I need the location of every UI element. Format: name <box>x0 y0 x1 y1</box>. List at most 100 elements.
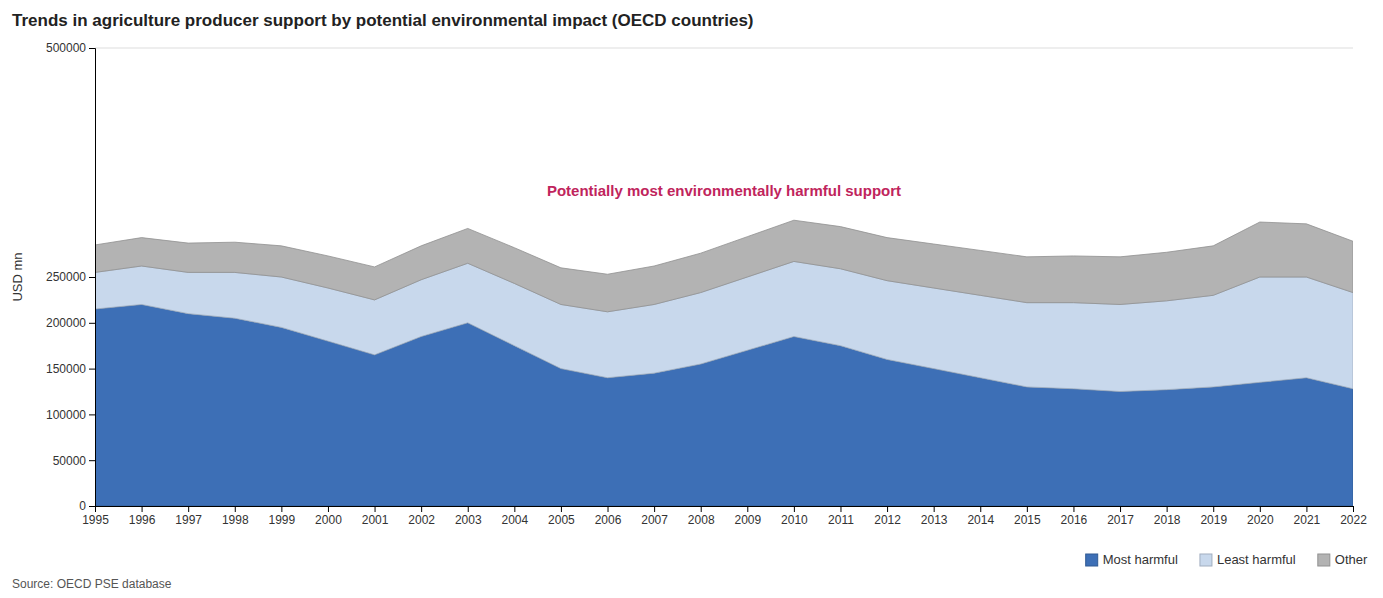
grid-line <box>95 48 1353 49</box>
y-tick: 200000 <box>46 316 95 330</box>
x-axis: 1995 1996 1997 1998 1999 2000 2001 2002 2003 2004… <box>82 506 1367 527</box>
legend-label: Most harmful <box>1103 552 1178 567</box>
x-tick-label: 2017 <box>1107 513 1134 527</box>
annotation: Potentially most environmentally harmful… <box>547 182 901 199</box>
legend-swatch <box>1318 554 1330 566</box>
x-tick: 2004 <box>501 506 528 527</box>
x-tick-label: 2000 <box>315 513 342 527</box>
x-tick: 2009 <box>734 506 761 527</box>
x-tick: 2012 <box>874 506 901 527</box>
x-tick-label: 2016 <box>1061 513 1088 527</box>
y-tick-mark <box>89 460 95 461</box>
x-tick: 1997 <box>175 506 202 527</box>
x-tick: 2015 <box>1014 506 1041 527</box>
legend-label: Least harmful <box>1217 552 1296 567</box>
x-tick-mark <box>188 506 189 512</box>
y-tick-label: 50000 <box>53 454 87 468</box>
y-tick: 0 <box>79 499 95 513</box>
x-tick-mark <box>1167 506 1168 512</box>
x-tick: 1995 <box>82 506 109 527</box>
y-tick: 150000 <box>46 362 95 376</box>
x-tick: 2014 <box>967 506 994 527</box>
area-series <box>95 220 1353 312</box>
legend-item: Other <box>1318 552 1368 567</box>
x-tick-label: 2008 <box>688 513 715 527</box>
x-tick: 2021 <box>1294 506 1321 527</box>
x-tick-label: 2004 <box>501 513 528 527</box>
x-tick: 2000 <box>315 506 342 527</box>
y-tick-label: 200000 <box>46 316 86 330</box>
x-tick-label: 2015 <box>1014 513 1041 527</box>
x-tick-label: 2007 <box>641 513 668 527</box>
x-tick-label: 2010 <box>781 513 808 527</box>
legend-swatch <box>1200 554 1212 566</box>
x-tick-mark <box>654 506 655 512</box>
chart: Trends in agriculture producer support b… <box>0 0 1383 598</box>
x-tick-mark <box>980 506 981 512</box>
x-tick: 2007 <box>641 506 668 527</box>
x-tick-label: 2021 <box>1294 513 1321 527</box>
x-tick-label: 1995 <box>82 513 109 527</box>
x-tick-label: 2014 <box>967 513 994 527</box>
x-tick: 2018 <box>1154 506 1181 527</box>
x-tick-mark <box>701 506 702 512</box>
x-tick-label: 2019 <box>1200 513 1227 527</box>
x-tick: 2020 <box>1247 506 1274 527</box>
y-tick-mark <box>89 323 95 324</box>
y-tick-label: 500000 <box>46 41 86 55</box>
x-tick: 2005 <box>548 506 575 527</box>
x-tick-mark <box>887 506 888 512</box>
x-tick-mark <box>1353 506 1354 512</box>
x-tick-mark <box>375 506 376 512</box>
y-tick-mark <box>89 506 95 507</box>
x-tick-mark <box>840 506 841 512</box>
areas <box>95 220 1353 506</box>
x-tick: 2008 <box>688 506 715 527</box>
x-tick-mark <box>794 506 795 512</box>
x-tick-label: 2013 <box>921 513 948 527</box>
x-tick-label: 2022 <box>1340 513 1367 527</box>
x-tick: 2011 <box>828 506 854 527</box>
y-tick-mark <box>89 48 95 49</box>
source: Source: OECD PSE database <box>12 577 172 591</box>
x-tick: 2003 <box>455 506 482 527</box>
y-axis-title: USD mn <box>10 252 25 301</box>
plot: 1995 1996 1997 1998 1999 2000 2001 2002 2003 2004… <box>46 41 1367 526</box>
title: Trends in agriculture producer support b… <box>12 11 754 30</box>
y-tick-label: 150000 <box>46 362 86 376</box>
y-axis: 050000100000150000200000250000500000 <box>46 41 96 513</box>
x-tick-mark <box>514 506 515 512</box>
x-tick-label: 2003 <box>455 513 482 527</box>
y-tick: 100000 <box>46 408 95 422</box>
x-tick-mark <box>934 506 935 512</box>
x-tick-label: 2012 <box>874 513 901 527</box>
x-axis-line <box>96 507 1354 513</box>
x-tick-mark <box>1306 506 1307 512</box>
y-tick-mark <box>89 369 95 370</box>
x-tick-mark <box>421 506 422 512</box>
x-tick: 1998 <box>222 506 249 527</box>
y-tick: 500000 <box>46 41 95 55</box>
y-tick: 50000 <box>53 454 95 468</box>
x-tick: 1996 <box>129 506 156 527</box>
x-tick: 2010 <box>781 506 808 527</box>
x-tick: 2006 <box>595 506 622 527</box>
x-tick-label: 1997 <box>175 513 202 527</box>
y-tick-label: 100000 <box>46 408 86 422</box>
x-tick-mark <box>561 506 562 512</box>
x-tick: 2001 <box>362 506 389 527</box>
y-tick-label: 0 <box>79 499 86 513</box>
grid <box>95 48 1353 506</box>
x-tick-label: 2011 <box>828 513 854 527</box>
x-tick-label: 1999 <box>269 513 296 527</box>
legend: Most harmful Least harmful Other <box>1086 552 1368 567</box>
x-tick: 2002 <box>408 506 435 527</box>
x-tick-label: 2009 <box>734 513 761 527</box>
x-tick-mark <box>235 506 236 512</box>
x-tick: 2016 <box>1061 506 1088 527</box>
legend-item: Least harmful <box>1200 552 1296 567</box>
x-tick-mark <box>1027 506 1028 512</box>
x-tick-label: 1998 <box>222 513 249 527</box>
x-tick-mark <box>608 506 609 512</box>
legend-swatch <box>1086 554 1098 566</box>
